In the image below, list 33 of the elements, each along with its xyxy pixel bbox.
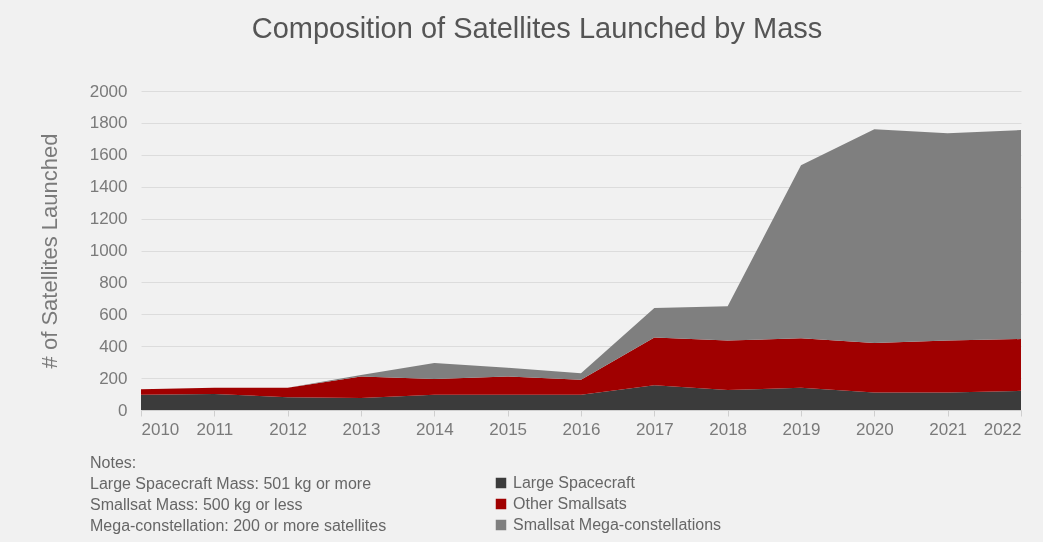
x-tick-label: 2015 — [489, 419, 528, 439]
x-tick-label: 2017 — [635, 419, 674, 439]
x-tick-label: 2016 — [562, 419, 601, 439]
y-tick-label: 1800 — [89, 113, 128, 133]
y-tick-label: 800 — [99, 272, 128, 292]
y-tick-label: 1200 — [89, 209, 128, 229]
legend-label: Smallsat Mega-constellations — [513, 516, 722, 533]
y-tick-label: 1400 — [89, 177, 128, 197]
y-tick-label: 1600 — [89, 145, 128, 165]
x-tick-label: 2022 — [983, 419, 1022, 439]
text: Large Spacecraft Mass: 501 kg or more — [90, 475, 372, 492]
chart-title: Composition of Satellites Launched by Mass — [251, 12, 823, 44]
text: Mega-constellation: 200 or more satellites — [90, 517, 387, 534]
y-tick-label: 2000 — [89, 81, 128, 101]
y-tick-label: 400 — [99, 336, 128, 356]
text: Notes: — [90, 454, 137, 471]
y-tick-label: 0 — [118, 400, 128, 420]
x-tick-label: 2019 — [782, 419, 821, 439]
y-axis-title: # of Satellites Launched — [36, 133, 62, 369]
x-tick-label: 2012 — [269, 419, 308, 439]
x-tick-label: 2018 — [709, 419, 748, 439]
y-tick-label: 600 — [99, 304, 128, 324]
x-tick-label: 2014 — [415, 419, 454, 439]
x-tick-label: 2021 — [929, 419, 968, 439]
text: Smallsat Mass: 500 kg or less — [90, 496, 303, 513]
x-tick-label: 2010 — [141, 419, 180, 439]
x-tick-label: 2013 — [342, 419, 381, 439]
y-tick-label: 200 — [99, 368, 128, 388]
legend-label: Large Spacecraft — [513, 474, 636, 491]
y-tick-label: 1000 — [89, 241, 128, 260]
legend-label: Other Smallsats — [513, 495, 627, 512]
x-tick-label: 2011 — [196, 419, 234, 439]
x-tick-label: 2020 — [855, 419, 894, 439]
